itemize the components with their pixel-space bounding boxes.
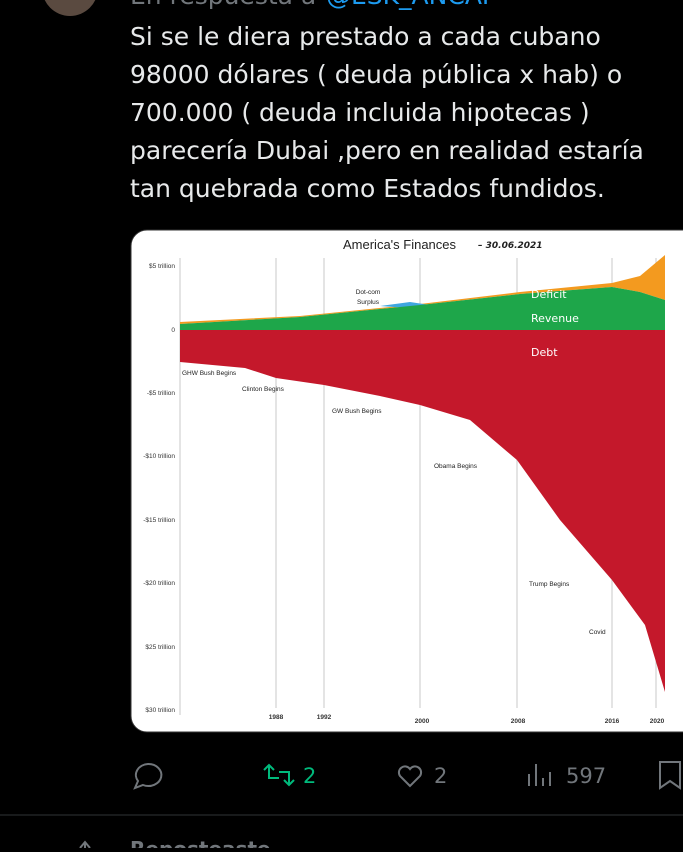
annotation: Obama Begins <box>434 463 478 470</box>
reply-handle[interactable]: @ESK_ANCAP <box>326 0 497 10</box>
x-label: 2016 <box>605 718 620 725</box>
debt-area <box>180 330 665 692</box>
image-date: – 30.06.2021 <box>478 241 543 251</box>
revenue-area <box>180 287 665 330</box>
y-label: $5 trillion <box>149 263 175 270</box>
y-label: -$20 trillion <box>143 580 175 587</box>
like-count: 2 <box>434 764 447 788</box>
x-label: 2000 <box>415 718 430 725</box>
reply-icon[interactable] <box>133 762 163 790</box>
view-count: 597 <box>566 764 606 788</box>
x-label: 1992 <box>317 714 332 721</box>
tweet-line: 700.000 ( deuda incluida hipotecas ) <box>130 98 590 127</box>
repost-footer-icon <box>79 840 99 850</box>
like-icon[interactable] <box>397 765 423 788</box>
image-border <box>130 229 683 733</box>
y-label: $25 trillion <box>145 644 175 651</box>
y-label: $30 trillion <box>145 707 175 714</box>
reply-prefix: En respuesta a <box>130 0 316 10</box>
tweet-line: parecería Dubai ,pero en realidad estarí… <box>130 136 644 165</box>
tweet-line: 98000 dólares ( deuda pública x hab) o <box>130 60 622 89</box>
annotation: Dot-com <box>356 289 381 296</box>
annotation: Clinton Begins <box>242 386 285 393</box>
area-label: Debt <box>531 346 558 359</box>
annotation: GHW Bush Begins <box>182 370 237 377</box>
area-label: Revenue <box>531 312 579 325</box>
y-label: -$5 trillion <box>147 390 176 397</box>
y-label: 0 <box>171 327 175 334</box>
annotation: Trump Begins <box>529 581 570 588</box>
x-label: 2008 <box>511 718 526 725</box>
annotation: Covid <box>589 629 606 636</box>
views-icon[interactable] <box>528 764 551 786</box>
y-label: -$10 trillion <box>143 453 175 460</box>
bookmark-icon[interactable] <box>659 761 681 790</box>
y-label: -$15 trillion <box>143 517 175 524</box>
x-label: 1988 <box>269 714 284 721</box>
footer-text: Reposteaste <box>130 837 271 848</box>
tweet-line: tan quebrada como Estados fundidos. <box>130 174 605 203</box>
area-label: Deficit <box>531 288 567 301</box>
annotation: Surplus <box>357 299 380 306</box>
annotation: GW Bush Begins <box>332 408 382 415</box>
retweet-count: 2 <box>303 764 316 788</box>
chart-image[interactable]: America's Finances – 30.06.2021 $5 trillio… <box>131 230 683 732</box>
retweet-icon[interactable] <box>263 763 295 787</box>
image-title: America's Finances <box>343 237 457 252</box>
tweet-line: Si se le diera prestado a cada cubano <box>130 22 601 51</box>
avatar[interactable] <box>42 0 98 16</box>
x-label: 2020 <box>650 718 665 725</box>
deficit-area <box>180 255 665 324</box>
